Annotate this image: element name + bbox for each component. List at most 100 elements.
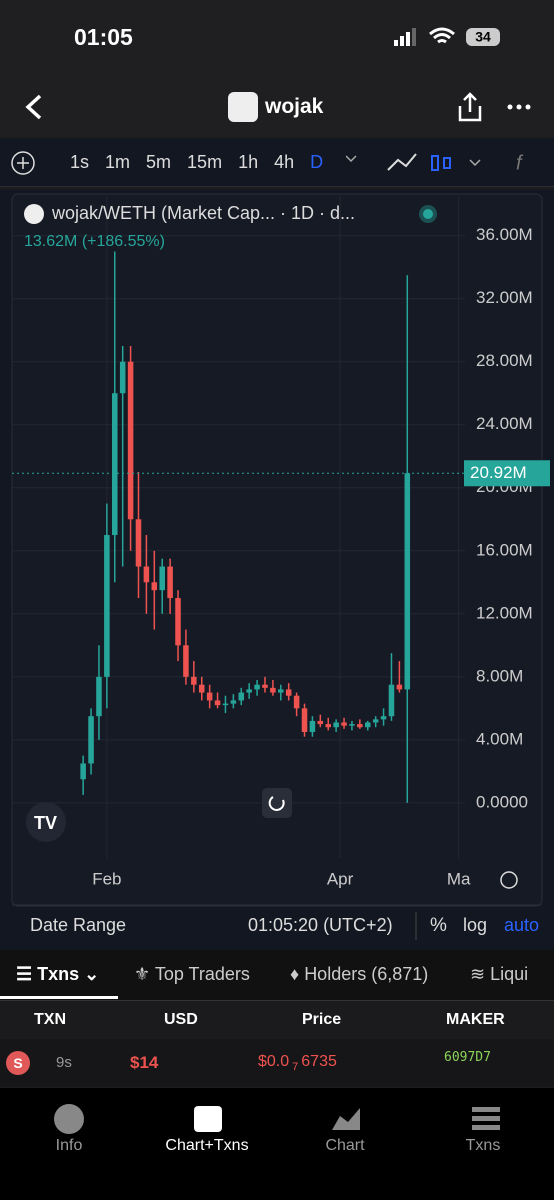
candle-body — [388, 684, 395, 717]
tab-label: Liqui — [490, 964, 529, 984]
candle-body — [238, 692, 245, 701]
tab[interactable]: ≋ Liqui — [470, 964, 529, 984]
tab[interactable]: ♦ Holders (6,871) — [290, 964, 429, 984]
token-icon — [228, 92, 258, 122]
svg-text:TV: TV — [34, 813, 57, 833]
candle-body — [357, 724, 363, 728]
candle-body — [333, 722, 339, 728]
nav-label[interactable]: Chart — [325, 1137, 365, 1154]
tab[interactable]: ☰ Txns ⌄ — [16, 964, 100, 984]
interval[interactable]: 4h — [274, 152, 295, 172]
candle-body — [198, 684, 205, 693]
candle-body — [151, 582, 158, 591]
candle-body — [143, 566, 150, 583]
last-price-box — [464, 460, 550, 487]
interval[interactable]: D — [310, 152, 324, 172]
interval[interactable]: 15m — [187, 152, 223, 172]
nav-label[interactable]: Info — [55, 1137, 83, 1154]
chart-time: 01:05:20 (UTC+2) — [248, 915, 393, 935]
y-tick-label: 4.00M — [476, 729, 523, 748]
percent-toggle[interactable]: % — [430, 915, 447, 936]
x-tick-label: Apr — [327, 869, 354, 888]
candle-body — [88, 716, 94, 764]
candle-body — [278, 689, 284, 693]
last-price-label: 20.92M — [470, 463, 527, 482]
candle-body — [293, 695, 300, 709]
candle-body — [396, 684, 403, 690]
candle-body — [372, 719, 379, 723]
candle-body — [270, 687, 276, 693]
interval-list: 1s 1m 5m 15m 1h 4h D — [70, 152, 339, 173]
interval[interactable]: 5m — [146, 152, 172, 172]
y-tick-label: 8.00M — [476, 666, 523, 685]
nav-label[interactable]: Chart+Txns — [165, 1137, 249, 1154]
date-range[interactable]: Date Range — [30, 915, 126, 935]
candle-body — [364, 722, 371, 728]
candle-body — [285, 689, 292, 696]
bottom-nav — [0, 1088, 554, 1200]
y-tick-label: 0.0000 — [476, 792, 528, 811]
candle-body — [159, 566, 165, 591]
toolbar-icons: f — [346, 152, 524, 174]
y-tick-label: 36.00M — [476, 225, 533, 244]
candle-body — [254, 684, 260, 690]
candle-body — [135, 519, 142, 567]
candle-body — [80, 763, 86, 780]
txn-type: S — [6, 1051, 30, 1075]
interval[interactable]: 1s — [70, 152, 90, 172]
txn-maker[interactable]: 6097D7 — [444, 1050, 491, 1065]
chart-title: wojak/WETH (Market Cap... · 1D · d... — [51, 203, 355, 223]
tab-bar — [0, 950, 554, 1000]
tab-label: Holders (6,871) — [304, 964, 429, 984]
header — [0, 0, 554, 138]
txns-icon — [472, 1107, 500, 1130]
status-icons: 34 — [394, 27, 500, 46]
x-tick-label: Feb — [92, 869, 121, 888]
txn-usd: $14 — [130, 1053, 159, 1072]
column-header: Price — [302, 1011, 342, 1028]
candle-body — [246, 689, 252, 693]
candle-body — [317, 720, 324, 725]
nav-actions[interactable] — [456, 90, 536, 124]
candle-body — [104, 535, 110, 677]
tab[interactable]: ⚜ Top Traders — [134, 964, 250, 984]
candle-body — [175, 598, 181, 646]
candle-body — [380, 716, 387, 720]
price-prefix: $0.0 — [258, 1053, 290, 1070]
chart-txns-icon — [194, 1106, 222, 1132]
y-tick-label: 28.00M — [476, 351, 533, 370]
candle-body — [183, 645, 189, 677]
battery: 34 — [475, 29, 491, 45]
candle-body — [127, 361, 134, 520]
token-title: wojak — [265, 95, 324, 118]
nav-label[interactable]: Txns — [465, 1137, 501, 1154]
candle-body — [112, 393, 118, 536]
auto-toggle[interactable]: auto — [504, 915, 539, 935]
interval[interactable]: 1h — [238, 152, 259, 172]
interval[interactable]: 1m — [105, 152, 131, 172]
candle-body — [301, 708, 308, 732]
txn-price: $0.0 7 6735 — [258, 1053, 337, 1073]
back-button[interactable] — [22, 92, 46, 122]
candle-body — [230, 700, 237, 704]
candle-body — [96, 676, 102, 717]
chart-icon — [332, 1108, 360, 1130]
log-toggle[interactable]: log — [463, 915, 487, 935]
candle-body — [191, 676, 197, 685]
txn-age: 9s — [56, 1054, 72, 1071]
candle-body — [325, 724, 331, 728]
clock: 01:05 — [74, 24, 133, 50]
price-zeros: 7 — [292, 1061, 299, 1074]
chart: 0.00004.00M8.00M12.00M16.00M20.00M24.00M… — [0, 190, 554, 950]
column-header: TXN — [34, 1011, 66, 1028]
add-indicator[interactable] — [10, 150, 36, 176]
y-tick-label: 32.00M — [476, 288, 533, 307]
table-row[interactable] — [0, 1039, 554, 1087]
toolbar — [0, 138, 554, 187]
candle-body — [119, 361, 126, 394]
tab-label: Txns — [37, 964, 80, 984]
y-tick-label: 16.00M — [476, 540, 533, 559]
tab-label: Top Traders — [154, 964, 250, 984]
